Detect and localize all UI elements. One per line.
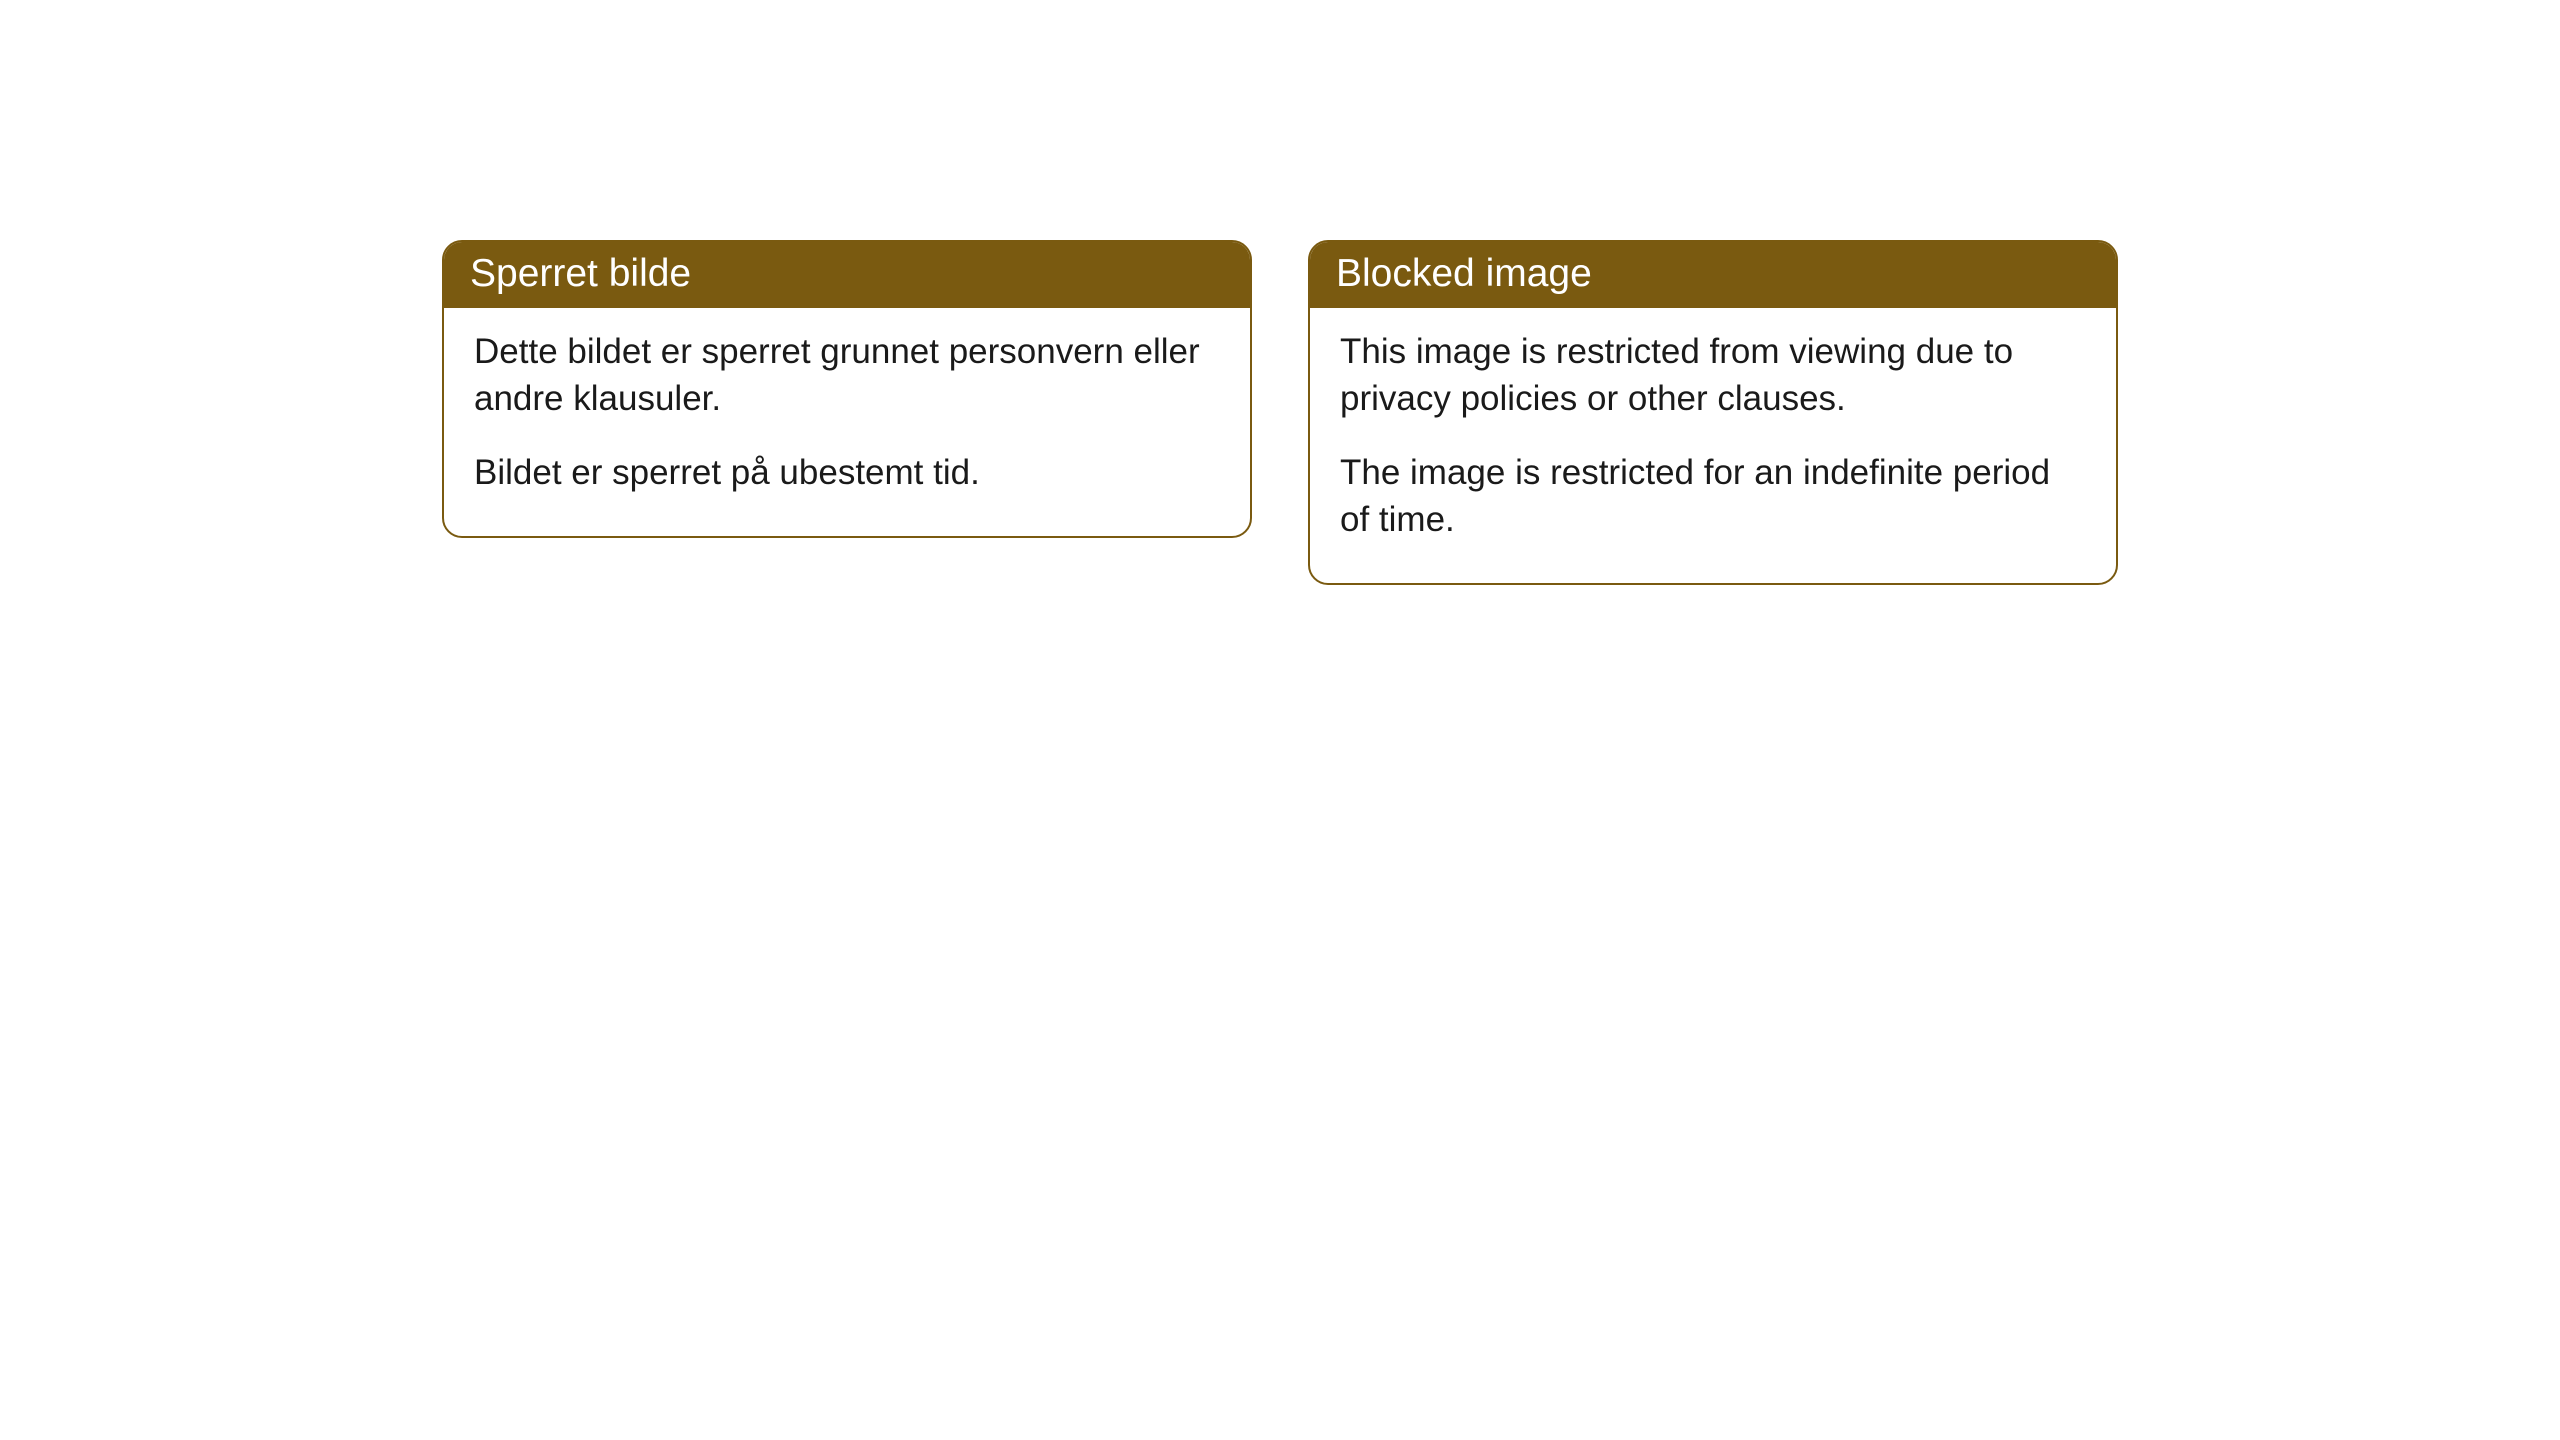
- notice-body-no: Dette bildet er sperret grunnet personve…: [444, 308, 1250, 536]
- notice-header-en: Blocked image: [1310, 242, 2116, 308]
- notice-para2-en: The image is restricted for an indefinit…: [1340, 449, 2086, 544]
- notice-title-en: Blocked image: [1336, 252, 1592, 295]
- notice-para1-en: This image is restricted from viewing du…: [1340, 328, 2086, 423]
- notice-para2-no: Bildet er sperret på ubestemt tid.: [474, 449, 1220, 496]
- notice-body-en: This image is restricted from viewing du…: [1310, 308, 2116, 583]
- notice-card-no: Sperret bilde Dette bildet er sperret gr…: [442, 240, 1252, 538]
- notice-card-en: Blocked image This image is restricted f…: [1308, 240, 2118, 585]
- notice-title-no: Sperret bilde: [470, 252, 691, 295]
- notice-header-no: Sperret bilde: [444, 242, 1250, 308]
- notice-para1-no: Dette bildet er sperret grunnet personve…: [474, 328, 1220, 423]
